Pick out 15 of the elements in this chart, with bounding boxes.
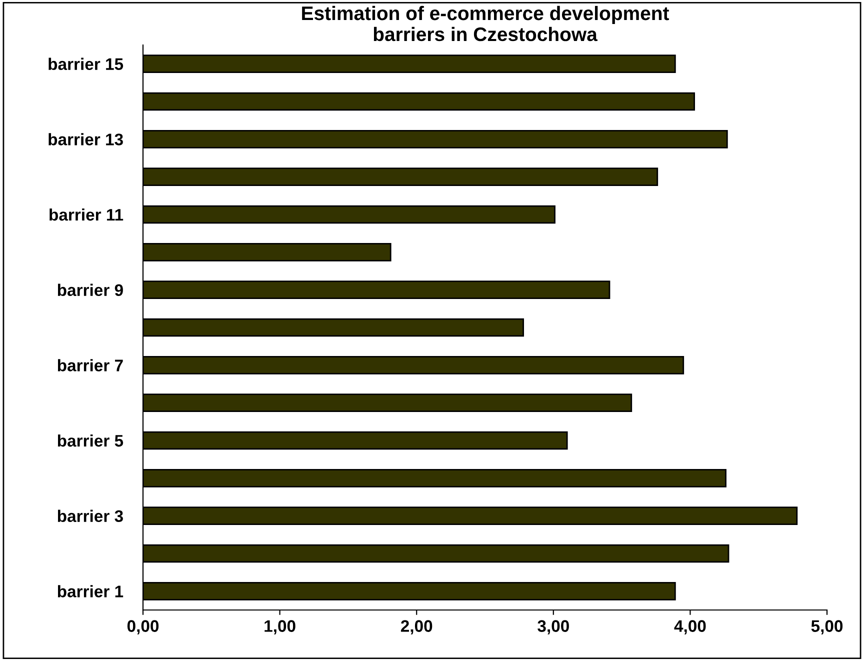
x-tick-label: 2,00	[400, 620, 432, 634]
y-tick-label: barrier 9	[58, 284, 123, 296]
y-tick-label: barrier 13	[48, 133, 123, 146]
x-tick-label: 1,00	[264, 620, 296, 634]
y-tick-label: barrier 5	[58, 434, 124, 447]
y-tick-label: barrier 15	[48, 58, 124, 70]
chart-title: Estimation of e-commerce development barriers in Czestochowa	[302, 6, 669, 42]
x-tick-label: 5,00	[811, 620, 843, 634]
x-tick-label: 4,00	[674, 620, 706, 634]
y-tick-label: barrier 7	[58, 359, 123, 372]
y-tick-label: barrier 3	[58, 510, 123, 522]
y-tick-label: barrier 1	[58, 585, 124, 598]
y-tick-label: barrier 11	[50, 208, 124, 221]
x-tick-label: 0,00	[127, 620, 159, 634]
x-tick-label: 3,00	[538, 620, 569, 634]
